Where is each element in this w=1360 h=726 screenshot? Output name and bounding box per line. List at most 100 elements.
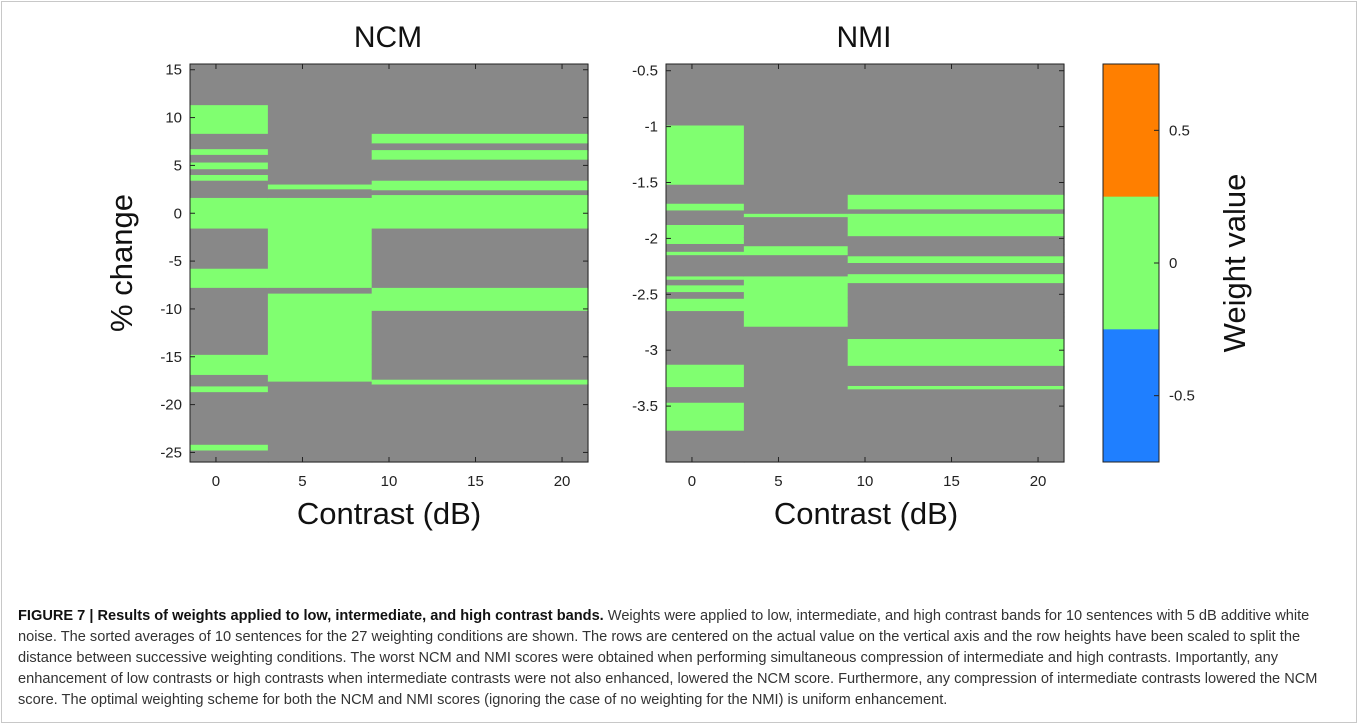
nmi-cell-c2-r10 (847, 283, 1065, 299)
ncm-cell-c2-r9 (371, 287, 589, 312)
ncm-y-ticks: 15 10 5 0 -5 -10 -15 -20 -25 (160, 62, 588, 461)
ncm-cell-c2-r6 (371, 190, 589, 196)
ncm-cell-c2-r2 (371, 143, 589, 151)
ncm-cell-c2-r5 (371, 180, 589, 191)
ncm-cell-c0-r19 (190, 392, 269, 410)
caption-label: FIGURE 7 | Results of weights applied to… (18, 608, 604, 624)
nmi-cell-c2-r13 (847, 316, 1065, 340)
ncm-cell-c2-r3 (371, 150, 589, 161)
ncm-ytick-label: -10 (160, 301, 182, 318)
nmi-xtick-label: 15 (943, 473, 960, 490)
nmi-cell-c0-r17 (666, 320, 745, 333)
nmi-xtick-label: 10 (857, 473, 874, 490)
ncm-cell-c2-r15 (371, 408, 589, 451)
nmi-cell-c0-r10 (666, 276, 745, 281)
ncm-x-ticks: 0 5 10 15 20 (212, 64, 570, 490)
ncm-cell-c0-r3 (190, 143, 269, 150)
nmi-ytick-label: -1.5 (632, 175, 658, 192)
nmi-cell-c0-r23 (666, 430, 745, 463)
ncm-cell-c2-r8 (371, 228, 589, 289)
nmi-cell-c0-r8 (666, 255, 745, 272)
nmi-cell-c1-r3 (743, 217, 849, 224)
colorbar-level (1103, 196, 1159, 330)
ncm-cell-c0-r20 (190, 409, 269, 439)
ncm-cell-c0-r16 (190, 374, 269, 382)
nmi-cell-c0-r22 (666, 402, 745, 432)
ncm-cell-c0-r14 (190, 293, 269, 356)
ncm-cell-c0-r7 (190, 169, 269, 176)
nmi-cell-c1-r2 (743, 213, 849, 218)
nmi-ytick-label: -2 (645, 230, 658, 247)
nmi-cell-c1-r1 (743, 203, 849, 215)
ncm-cell-c0-r18 (190, 386, 269, 393)
ncm-cell-c0-r15 (190, 354, 269, 376)
ncm-y-axis-label: % change (104, 194, 139, 332)
nmi-cell-c2-r2 (847, 209, 1065, 215)
ncm-cell-c2-r16 (371, 449, 589, 463)
nmi-cell-c0-r9 (666, 270, 745, 278)
ncm-cell-c2-r10 (371, 310, 589, 333)
colorbar-label: Weight value (1217, 174, 1252, 353)
ncm-cell-c2-r4 (371, 159, 589, 182)
ncm-cell-c0-r23 (190, 450, 269, 457)
ncm-ytick-label: 15 (165, 62, 182, 79)
ncm-cell-c1-r2 (267, 189, 373, 199)
nmi-cell-c1-r7 (743, 255, 849, 278)
nmi-cell-c0-r12 (666, 285, 745, 293)
nmi-x-axis-label: Contrast (dB) (774, 496, 958, 531)
nmi-cell-c2-r3 (847, 213, 1065, 237)
nmi-cell-c2-r18 (847, 403, 1065, 463)
nmi-x-ticks: 0 5 10 15 20 (688, 64, 1046, 490)
ncm-ytick-label: -5 (169, 253, 182, 270)
colorbar-tick-label: 0.5 (1169, 122, 1190, 139)
ncm-cell-c0-r6 (190, 162, 269, 170)
figure-caption: FIGURE 7 | Results of weights applied to… (18, 606, 1342, 711)
nmi-cell-c2-r0 (847, 64, 1065, 196)
nmi-cell-c2-r8 (847, 263, 1065, 275)
colorbar: 0.5 0 -0.5 Weight value (1102, 63, 1252, 463)
nmi-cell-c2-r9 (847, 274, 1065, 284)
nmi-cell-c1-r6 (743, 246, 849, 256)
nmi-cell-c0-r4 (666, 210, 745, 226)
nmi-cell-c0-r11 (666, 279, 745, 286)
ncm-ytick-label: -20 (160, 397, 182, 414)
ncm-cell-c0-r21 (190, 438, 269, 446)
nmi-xtick-label: 0 (688, 473, 696, 490)
nmi-cell-c0-r3 (666, 203, 745, 212)
ncm-x-axis-label: Contrast (dB) (297, 496, 481, 531)
ncm-cell-c0-r2 (190, 133, 269, 145)
nmi-panel: NMI -0.5 -1 -1.5 -2 -2.5 -3 -3.5 0 5 10 15 20 Cont… (632, 21, 1065, 531)
ncm-cell-c2-r13 (371, 379, 589, 386)
nmi-cell-c0-r5 (666, 224, 745, 245)
ncm-cell-c0-r1 (190, 105, 269, 135)
colorbar-ticks: 0.5 0 -0.5 (1154, 122, 1195, 405)
ncm-cell-c2-r7 (371, 195, 589, 230)
nmi-cell-c2-r6 (847, 249, 1065, 257)
nmi-cell-c2-r15 (847, 365, 1065, 387)
ncm-cell-c2-r0 (371, 64, 589, 135)
ncm-cell-c1-r1 (267, 184, 373, 190)
nmi-cell-c2-r1 (847, 194, 1065, 210)
ncm-xtick-label: 15 (467, 473, 484, 490)
ncm-xtick-label: 10 (381, 473, 398, 490)
nmi-xtick-label: 5 (774, 473, 782, 490)
ncm-cell-c1-r3 (267, 197, 373, 289)
nmi-cell-c2-r14 (847, 339, 1065, 367)
nmi-cell-c2-r7 (847, 256, 1065, 264)
caption-text: Weights were applied to low, intermediat… (18, 608, 1318, 708)
nmi-cell-c2-r16 (847, 385, 1065, 390)
ncm-ytick-label: -25 (160, 444, 182, 461)
nmi-cell-c1-r5 (743, 237, 849, 247)
nmi-cell-c0-r0 (666, 64, 745, 127)
colorbar-level (1103, 329, 1159, 463)
nmi-ytick-label: -3.5 (632, 398, 658, 415)
nmi-cell-c2-r17 (847, 389, 1065, 405)
ncm-panel: NCM 15 10 5 0 -5 -10 -15 -20 -25 0 5 10 15 20 Contra… (104, 21, 589, 531)
nmi-cell-c2-r11 (847, 297, 1065, 313)
ncm-cell-c0-r8 (190, 174, 269, 182)
nmi-cell-c0-r18 (666, 332, 745, 366)
ncm-heatmap-cells (190, 64, 589, 463)
ncm-cell-c0-r11 (190, 228, 269, 270)
